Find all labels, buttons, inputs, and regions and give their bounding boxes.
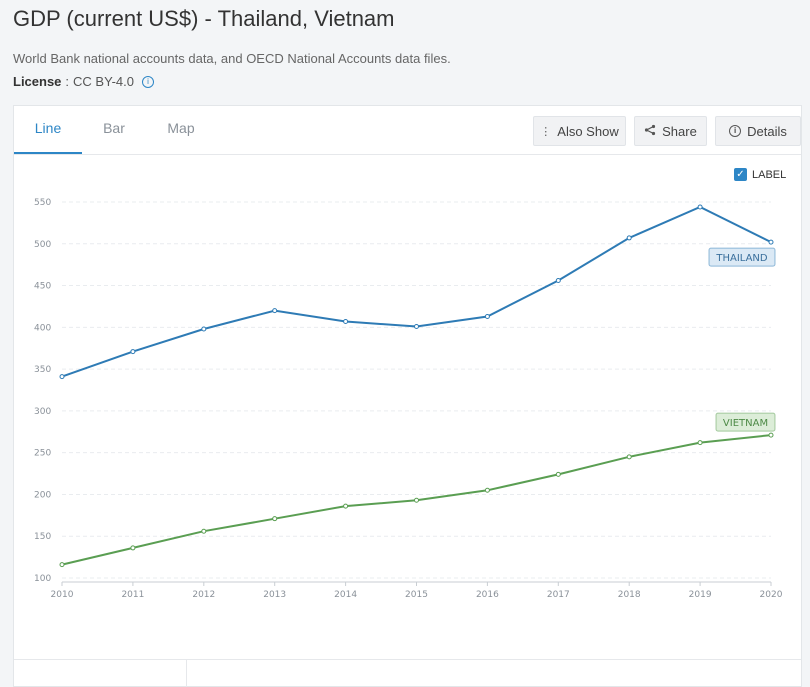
data-point [768,239,774,245]
x-tick-label: 2013 [263,590,286,600]
bottom-divider [186,660,187,687]
data-point [555,278,561,284]
page-title: GDP (current US$) - Thailand, Vietnam [13,6,395,31]
y-tick-label: 200 [34,490,51,500]
data-point [414,497,419,503]
view-tabs: Line Bar Map ⋮ Also Show Share i Details [14,106,801,155]
tab-line[interactable]: Line [14,106,82,154]
data-point [272,308,278,314]
share-icon [644,124,656,139]
data-point [555,471,561,477]
data-point [697,204,703,210]
also-show-label: Also Show [557,123,619,139]
data-point [201,326,207,332]
series-label-box [708,247,776,267]
more-vertical-icon: ⋮ [540,125,552,138]
y-tick-label: 100 [34,574,51,584]
data-point [201,528,207,534]
share-button[interactable]: Share [634,116,707,146]
share-label: Share [662,123,697,139]
chart-card: Line Bar Map ⋮ Also Show Share i Details [13,105,802,687]
x-tick-label: 2016 [476,590,499,600]
source-note: World Bank national accounts data, and O… [13,51,451,66]
data-point [484,313,490,319]
label-checkbox[interactable]: ✓ [734,168,747,181]
x-tick-label: 2020 [760,590,783,600]
data-point [414,323,419,329]
x-tick-label: 2011 [121,590,144,600]
data-point [484,487,490,493]
data-point [59,562,65,568]
data-point [59,374,65,380]
data-point [768,432,774,438]
license-value: CC BY-4.0 [73,74,134,89]
license-separator: : [65,74,70,89]
data-point [626,235,632,241]
bottom-strip [14,659,801,687]
y-tick-label: 250 [34,449,51,459]
tab-bar[interactable]: Bar [103,120,125,136]
series-label-thailand: THAILAND [715,253,768,264]
x-tick-label: 2010 [51,590,74,600]
x-tick-label: 2018 [618,590,641,600]
label-toggle-text: LABEL [752,168,787,181]
details-label: Details [747,123,787,139]
data-point [272,516,278,522]
y-tick-label: 350 [34,365,51,375]
y-tick-label: 400 [34,323,51,333]
x-tick-label: 2015 [405,590,428,600]
data-point [343,318,349,324]
series-label-vietnam: VIETNAM [723,418,768,429]
license-line: License : CC BY-4.0 i [13,74,154,89]
details-button[interactable]: i Details [715,116,801,146]
x-tick-label: 2017 [547,590,570,600]
y-tick-label: 150 [34,532,51,542]
line-chart: 100 150 200 250 300 350 400 450 500 550 2010 2011 20… [34,198,783,600]
x-tick-label: 2012 [192,590,215,600]
x-tick-label: 2019 [689,590,712,600]
also-show-button[interactable]: ⋮ Also Show [533,116,626,146]
y-tick-label: 300 [34,407,51,417]
series-label-box [715,412,776,432]
y-tick-label: 450 [34,282,51,292]
data-point [130,349,136,355]
license-key: License [13,74,62,89]
y-tick-label: 500 [34,240,51,250]
y-tick-label: 550 [34,198,51,208]
info-circle-icon: i [729,125,742,137]
x-tick-label: 2014 [334,590,357,600]
tab-map[interactable]: Map [167,120,195,136]
data-point [343,503,349,509]
series-line-thailand [61,205,772,378]
info-icon[interactable]: i [141,75,154,88]
data-point [626,454,632,460]
label-toggle[interactable]: ✓ LABEL [734,168,786,181]
data-point [130,545,136,551]
data-point [697,440,703,446]
